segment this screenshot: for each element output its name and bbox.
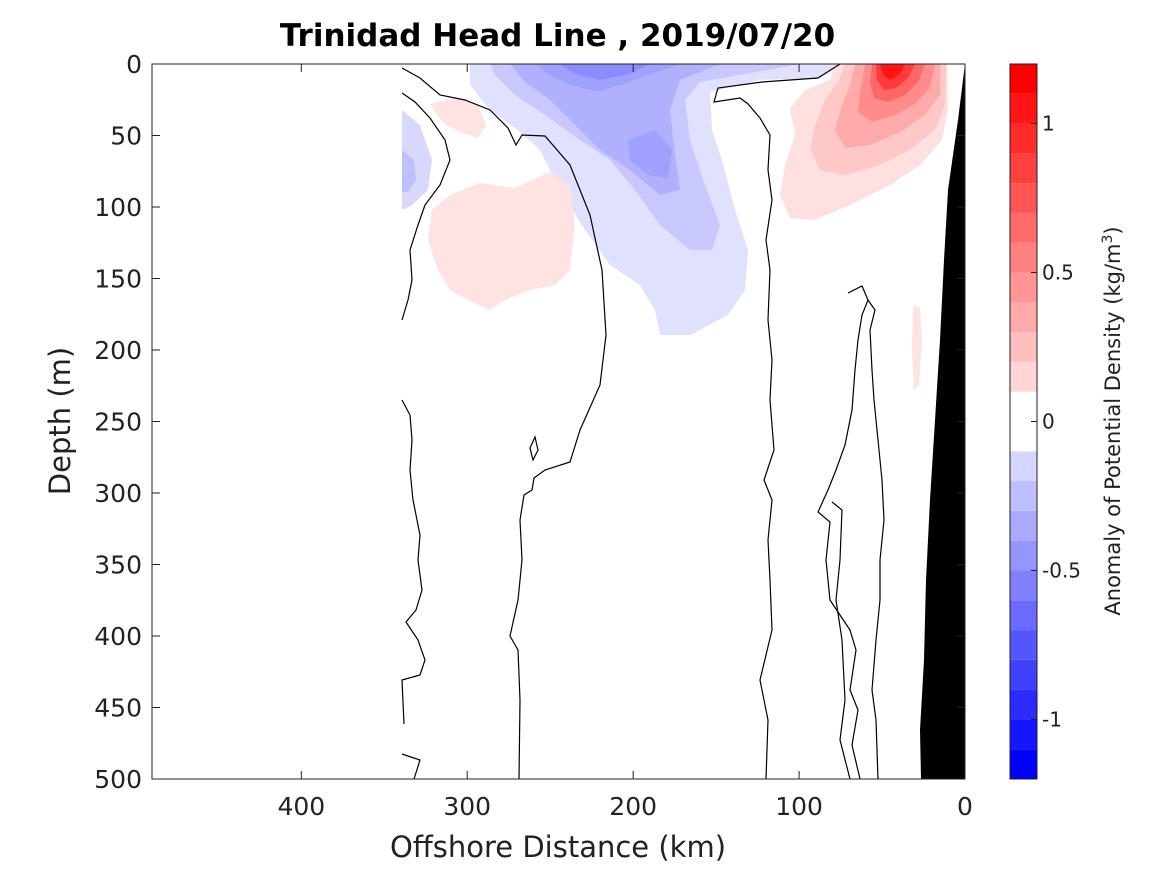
y-axis-label: Depth (m): [43, 347, 77, 495]
chart-title: Trinidad Head Line , 2019/07/20: [279, 18, 836, 54]
x-tick-label: 100: [775, 792, 823, 821]
colorbar-swatch: [1010, 391, 1037, 422]
colorbar-swatch: [1010, 153, 1037, 184]
colorbar-swatch: [1010, 540, 1037, 571]
positive-anomaly-level-7: [880, 64, 905, 80]
colorbar-swatch: [1010, 719, 1037, 750]
contour-fills: [401, 64, 965, 779]
x-tick-label: 400: [277, 792, 325, 821]
colorbar-swatch: [1010, 659, 1037, 690]
colorbar-swatch: [1010, 361, 1037, 392]
negative-anomaly-left-core: [402, 150, 416, 192]
y-tick-label: 150: [94, 265, 142, 294]
colorbar-swatch: [1010, 93, 1037, 124]
x-axis-label: Offshore Distance (km): [390, 830, 726, 864]
colorbar-tick-label: 0: [1042, 410, 1055, 434]
y-tick-label: 450: [94, 694, 142, 723]
negative-anomaly-level-4b: [628, 130, 672, 178]
colorbar-swatch: [1010, 242, 1037, 273]
x-tick-label: 300: [443, 792, 491, 821]
colorbar-swatch: [1010, 64, 1037, 94]
y-tick-label: 250: [94, 408, 142, 437]
x-tick-label: 200: [609, 792, 657, 821]
y-tick-label: 400: [94, 622, 142, 651]
negative-anomaly-level-5: [560, 64, 650, 80]
colorbar-swatch: [1010, 332, 1037, 362]
y-tick-label: 100: [94, 193, 142, 222]
y-tick-label: 350: [94, 551, 142, 580]
y-tick-label: 50: [110, 122, 142, 151]
colorbar-tick-label: 1: [1042, 112, 1055, 136]
colorbar: 1 0.5 0 -0.5 -1: [1009, 63, 1081, 780]
colorbar-swatch: [1010, 451, 1037, 482]
colorbar-swatch: [1010, 600, 1037, 631]
y-tick-label: 0: [126, 50, 142, 79]
colorbar-tick-label: -1: [1042, 707, 1062, 731]
colorbar-swatch: [1010, 183, 1037, 213]
y-axis-ticks: 0 50 100 150 200 250 300 350 400 450 500: [94, 50, 965, 794]
colorbar-swatch: [1010, 570, 1037, 601]
colorbar-swatch: [1010, 510, 1037, 541]
colorbar-swatch: [1010, 272, 1037, 303]
colorbar-swatch: [1010, 630, 1037, 660]
x-tick-label: 0: [957, 792, 973, 821]
x-axis-ticks: 400 300 200 100 0: [277, 64, 973, 821]
colorbar-swatch: [1010, 123, 1037, 154]
colorbar-label: Anomaly of Potential Density (kg/m3): [1100, 226, 1125, 615]
y-tick-label: 300: [94, 479, 142, 508]
positive-anomaly-sliver: [912, 305, 922, 390]
colorbar-swatch: [1010, 212, 1037, 243]
bathymetry-shelf: [920, 64, 965, 779]
zero-contours: [401, 64, 885, 779]
colorbar-tick-label: -0.5: [1042, 558, 1081, 582]
positive-anomaly-small: [430, 98, 486, 138]
colorbar-swatch: [1010, 749, 1037, 779]
colorbar-swatch: [1010, 481, 1037, 511]
y-tick-label: 200: [94, 336, 142, 365]
colorbar-swatch: [1010, 689, 1037, 720]
colorbar-swatch: [1010, 421, 1037, 452]
colorbar-swatch: [1010, 302, 1037, 333]
y-tick-label: 500: [94, 765, 142, 794]
positive-anomaly-lens: [428, 172, 575, 310]
colorbar-tick-label: 0.5: [1042, 261, 1074, 285]
